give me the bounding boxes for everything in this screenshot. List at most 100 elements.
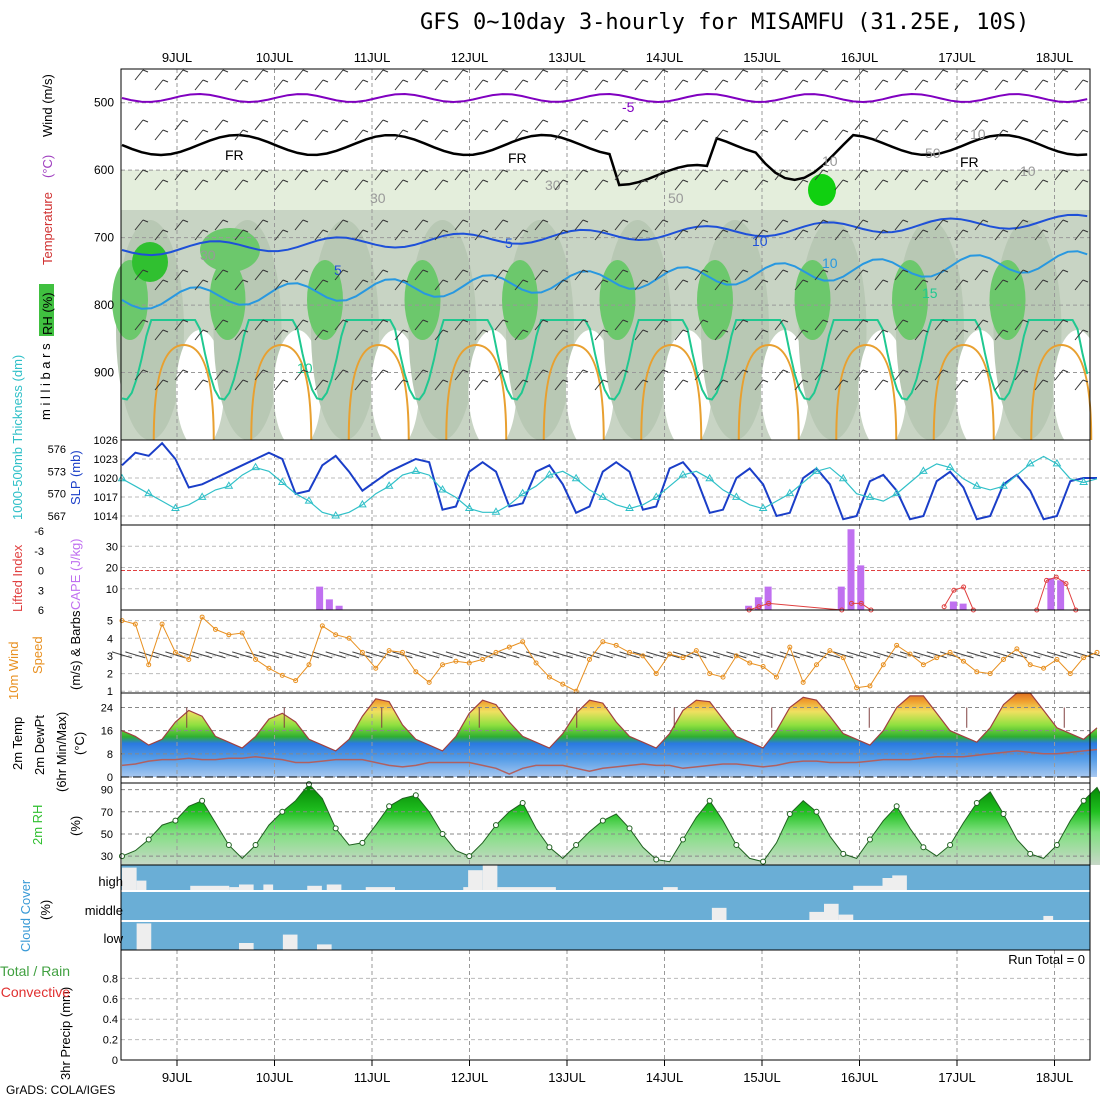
wind-barb: [394, 229, 404, 241]
wind-barb: [354, 279, 364, 291]
wind-barb-flag: [382, 69, 389, 73]
wind-barb-flag: [582, 169, 589, 173]
wind-barb: [894, 169, 904, 181]
wind-barb-flag: [322, 129, 329, 133]
wind-barb-flag: [582, 369, 589, 373]
wind-barb: [794, 179, 804, 191]
wind-barb: [834, 379, 844, 391]
surface-wind-barb: [218, 651, 239, 659]
wind-barb-flag: [722, 129, 729, 133]
wind-barb-flag: [542, 219, 549, 223]
wind-barb-flag: [202, 179, 209, 183]
wind-barb: [134, 369, 144, 381]
wind-barb: [394, 279, 404, 291]
wind-barb-flag: [502, 319, 509, 323]
isotherm-plus20: [737, 343, 800, 441]
wind-barb: [1074, 379, 1084, 391]
wind-barb-flag: [1042, 329, 1049, 333]
wind-barb-flag: [1002, 229, 1009, 233]
contour-label: -5: [622, 99, 635, 115]
wind-barb-flag: [762, 79, 769, 83]
cloud-bar-middle: [824, 903, 839, 920]
wind-barb: [794, 79, 804, 91]
surface-wind-barb: [966, 651, 987, 659]
wind-barb-flag: [762, 179, 769, 183]
wind-barb-flag: [302, 319, 309, 323]
wind-barb-flag: [322, 179, 329, 183]
surface-wind-barb: [312, 651, 333, 659]
wind-barb: [634, 79, 644, 91]
lifted-index-marker: [951, 587, 957, 593]
surface-wind-barb: [352, 651, 373, 659]
wind-barb: [1034, 379, 1044, 391]
wind-barb: [314, 129, 324, 141]
rh-marker: [145, 836, 152, 843]
wind-barb-flag: [702, 269, 709, 273]
wind-barb: [1034, 129, 1044, 141]
wind-speed-marker: [212, 626, 218, 632]
rh-marker: [252, 842, 259, 849]
wind-speed-marker: [1094, 649, 1100, 655]
wind-barb: [694, 269, 704, 281]
li-tick-label: 3: [38, 585, 44, 597]
minmax-axis-label: (6hr Min/Max): [54, 712, 69, 792]
wind-barb: [414, 319, 424, 331]
wind-barb: [474, 129, 484, 141]
wind-barb: [174, 69, 184, 81]
wind-barb-flag: [1042, 129, 1049, 133]
surface-wind-barb: [512, 651, 533, 659]
slp-tick-label: 1014: [94, 511, 118, 523]
wind-barb: [494, 69, 504, 81]
wind-barb-flag: [682, 379, 689, 383]
wind-barb-flag: [542, 269, 549, 273]
temp-tick-label: 16: [101, 726, 113, 738]
wind-barb: [1014, 319, 1024, 331]
wind-barb-flag: [162, 79, 169, 83]
wind-barb-flag: [662, 319, 669, 323]
rh-marker: [573, 842, 580, 849]
wind-barb-flag: [922, 79, 929, 83]
wind-barb: [914, 229, 924, 241]
wind-barb: [734, 69, 744, 81]
wind-barb-flag: [982, 369, 989, 373]
wind-barb: [534, 269, 544, 281]
wind-barb: [974, 169, 984, 181]
wind-barb-flag: [542, 69, 549, 73]
rh-marker: [412, 792, 419, 799]
wind-barb-flag: [982, 319, 989, 323]
wind-barb: [774, 69, 784, 81]
wind-speed-marker: [840, 655, 846, 661]
cloud-bar-low: [239, 943, 254, 950]
wind-barb-flag: [242, 229, 249, 233]
wind-barb-flag: [902, 169, 909, 173]
isotherm-minus5: [121, 92, 1088, 104]
wind-barb: [354, 79, 364, 91]
rh-marker: [1053, 842, 1060, 849]
wind-speed-marker: [653, 671, 659, 677]
wind-barb: [914, 179, 924, 191]
wind-barb-flag: [1042, 79, 1049, 83]
wind-barb: [614, 69, 624, 81]
surface-wind-barb: [539, 651, 560, 659]
rh-marker: [492, 822, 499, 829]
wind-barb: [714, 79, 724, 91]
wind-barb-flag: [842, 279, 849, 283]
wind-barb-flag: [162, 379, 169, 383]
wind-barb-flag: [622, 119, 629, 123]
wind-barb-flag: [682, 279, 689, 283]
wind-barb: [1054, 319, 1064, 331]
wind-barb: [754, 179, 764, 191]
thickness-marker: [732, 492, 741, 500]
wind-barb-flag: [1022, 369, 1029, 373]
wind-barb: [714, 229, 724, 241]
wind-barb-flag: [382, 169, 389, 173]
rh-marker: [840, 850, 847, 857]
wind-barb: [694, 219, 704, 231]
surface-wind-barb: [980, 651, 1001, 659]
wind-barb-flag: [822, 369, 829, 373]
wind-barb: [774, 169, 784, 181]
wind-barb: [674, 329, 684, 341]
wind-barb-flag: [1002, 129, 1009, 133]
cloud-bar-middle: [711, 907, 727, 920]
precip-tick-label: 0.4: [103, 1014, 118, 1026]
